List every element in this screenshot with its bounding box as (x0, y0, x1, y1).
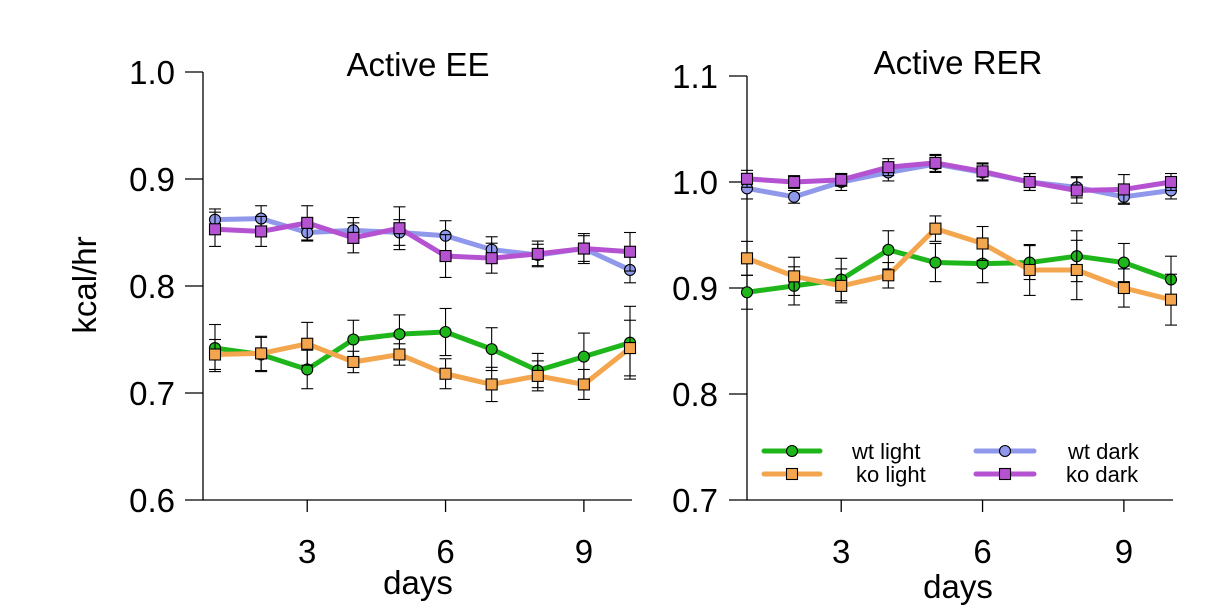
series-ko-light (740, 215, 1178, 326)
data-point (301, 216, 314, 229)
data-point (347, 333, 360, 346)
data-point (485, 378, 498, 391)
data-point (740, 286, 754, 299)
x-tick-label: 3 (832, 533, 850, 570)
data-point (393, 222, 406, 235)
data-point (1117, 281, 1130, 295)
legend-marker-circle (998, 444, 1012, 458)
data-point (1023, 175, 1036, 189)
data-point (1164, 175, 1178, 189)
y-tick-label: 0.8 (672, 376, 718, 413)
data-point (531, 369, 544, 382)
data-point (788, 190, 801, 203)
series-ko-dark (208, 205, 637, 278)
panel-active-ee: Active EE kcal/hr days 0.6 0.7 0.8 0.9 1.0 3 6… (66, 46, 637, 601)
x-tick-label: 6 (973, 533, 991, 570)
legend-item-wt-dark: wt dark (973, 439, 1140, 464)
legend-item-wt-light: wt light (761, 439, 920, 464)
data-point (835, 279, 848, 292)
x-tick-label: 3 (298, 533, 316, 570)
x-axis-label: days (383, 564, 453, 601)
series-line (744, 226, 1174, 303)
data-point (1070, 263, 1083, 277)
data-point (485, 252, 498, 265)
series-line (212, 341, 633, 387)
series-wt-light (740, 230, 1178, 310)
data-point (1164, 293, 1178, 306)
y-tick-label: 0.7 (129, 375, 175, 412)
series-line (744, 247, 1174, 295)
panel-active-rer: Active RER days 0.7 0.8 0.9 1.0 1.1 3 6 9 wt li… (672, 44, 1178, 605)
series-line (212, 329, 633, 374)
data-point (208, 223, 222, 236)
series-wt-light (208, 305, 637, 390)
data-point (740, 252, 754, 265)
data-point (577, 378, 590, 391)
data-point (882, 269, 895, 282)
data-point (393, 328, 406, 341)
data-point (976, 165, 989, 178)
y-axis-label: kcal/hr (66, 236, 103, 333)
series-ko-light (208, 319, 637, 403)
data-point (929, 222, 942, 235)
x-axis-label: days (923, 568, 993, 605)
legend-label: wt light (851, 439, 920, 464)
legend-label: ko light (856, 462, 926, 487)
y-tick-label: 0.6 (129, 482, 175, 519)
data-point (788, 270, 801, 283)
y-tick-label: 1.0 (672, 164, 718, 201)
x-tick-label: 9 (1115, 533, 1133, 570)
legend-marker-circle (785, 444, 799, 458)
data-point (347, 231, 360, 244)
legend-label: ko dark (1066, 462, 1139, 487)
chart-title: Active EE (346, 46, 489, 83)
data-point (439, 325, 452, 339)
legend: wt light ko light wt dark ko dark (761, 439, 1140, 487)
data-point (485, 343, 498, 356)
data-point (1117, 183, 1130, 196)
data-point (882, 161, 895, 174)
data-point (255, 347, 268, 360)
data-point (1023, 263, 1036, 277)
data-point (577, 350, 590, 363)
y-tick-label: 0.7 (672, 482, 718, 519)
series-line (744, 160, 1174, 193)
series-line (212, 220, 633, 261)
data-point (531, 247, 544, 260)
data-point (439, 367, 452, 380)
legend-marker-square (998, 467, 1012, 481)
legend-marker-square (785, 467, 799, 481)
data-point (882, 243, 895, 256)
x-tick-label: 9 (575, 533, 593, 570)
data-point (208, 348, 222, 361)
data-point (835, 173, 848, 186)
data-point (577, 242, 590, 255)
data-point (301, 337, 314, 350)
data-point (393, 348, 406, 361)
chart-title: Active RER (874, 44, 1043, 81)
series-ko-dark (740, 153, 1178, 205)
data-point (1117, 256, 1130, 269)
legend-item-ko-dark: ko dark (973, 462, 1139, 487)
data-point (1070, 184, 1083, 197)
data-point (439, 249, 452, 263)
y-tick-label: 0.8 (129, 268, 175, 305)
data-point (740, 172, 754, 185)
y-tick-label: 1.1 (672, 58, 718, 95)
x-tick-label: 6 (436, 533, 454, 570)
data-point (255, 225, 268, 238)
data-point (623, 342, 637, 355)
y-tick-label: 0.9 (672, 270, 718, 307)
data-point (976, 237, 989, 250)
data-point (788, 175, 801, 189)
data-point (347, 355, 360, 369)
legend-item-ko-light: ko light (761, 462, 926, 487)
legend-label: wt dark (1067, 439, 1140, 464)
data-point (929, 256, 942, 269)
y-tick-label: 1.0 (129, 54, 175, 91)
data-point (623, 245, 637, 258)
y-tick-label: 0.9 (129, 161, 175, 198)
data-point (929, 156, 942, 169)
